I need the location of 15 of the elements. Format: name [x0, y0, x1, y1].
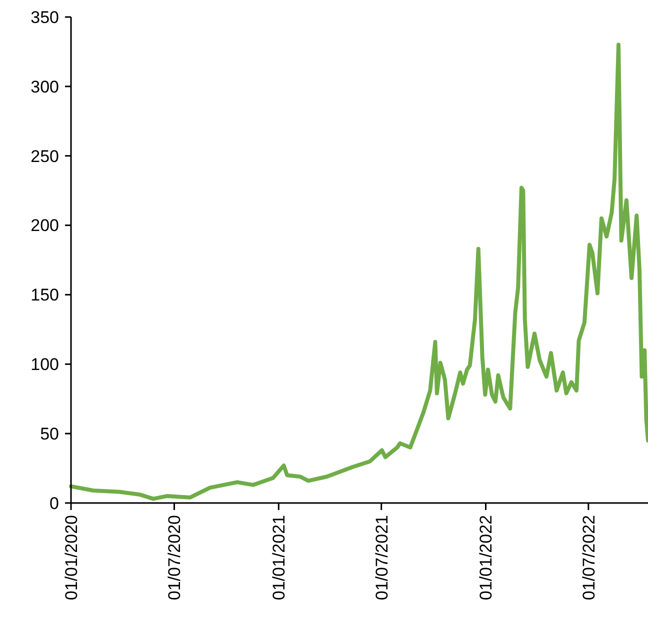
line-series — [69, 42, 648, 501]
y-tick-label: 350 — [30, 8, 59, 27]
y-tick-label: 250 — [30, 146, 59, 166]
x-tick-label: 01/07/2021 — [372, 515, 392, 600]
y-tick-label: 150 — [30, 286, 59, 305]
y-tick-label: 300 — [30, 77, 59, 96]
x-tick-label: 01/07/2022 — [579, 515, 598, 600]
x-tick-label: 01/07/2020 — [165, 515, 184, 600]
x-tick-label: 01/01/2021 — [270, 515, 289, 600]
y-tick-label: 0 — [50, 494, 59, 513]
y-tick-label: 50 — [40, 424, 59, 444]
y-tick-label: 200 — [30, 216, 59, 236]
y-tick-label: 100 — [30, 355, 59, 374]
x-tick-label: 01/01/2022 — [476, 515, 496, 600]
x-tick-label: 01/01/2020 — [62, 515, 81, 600]
